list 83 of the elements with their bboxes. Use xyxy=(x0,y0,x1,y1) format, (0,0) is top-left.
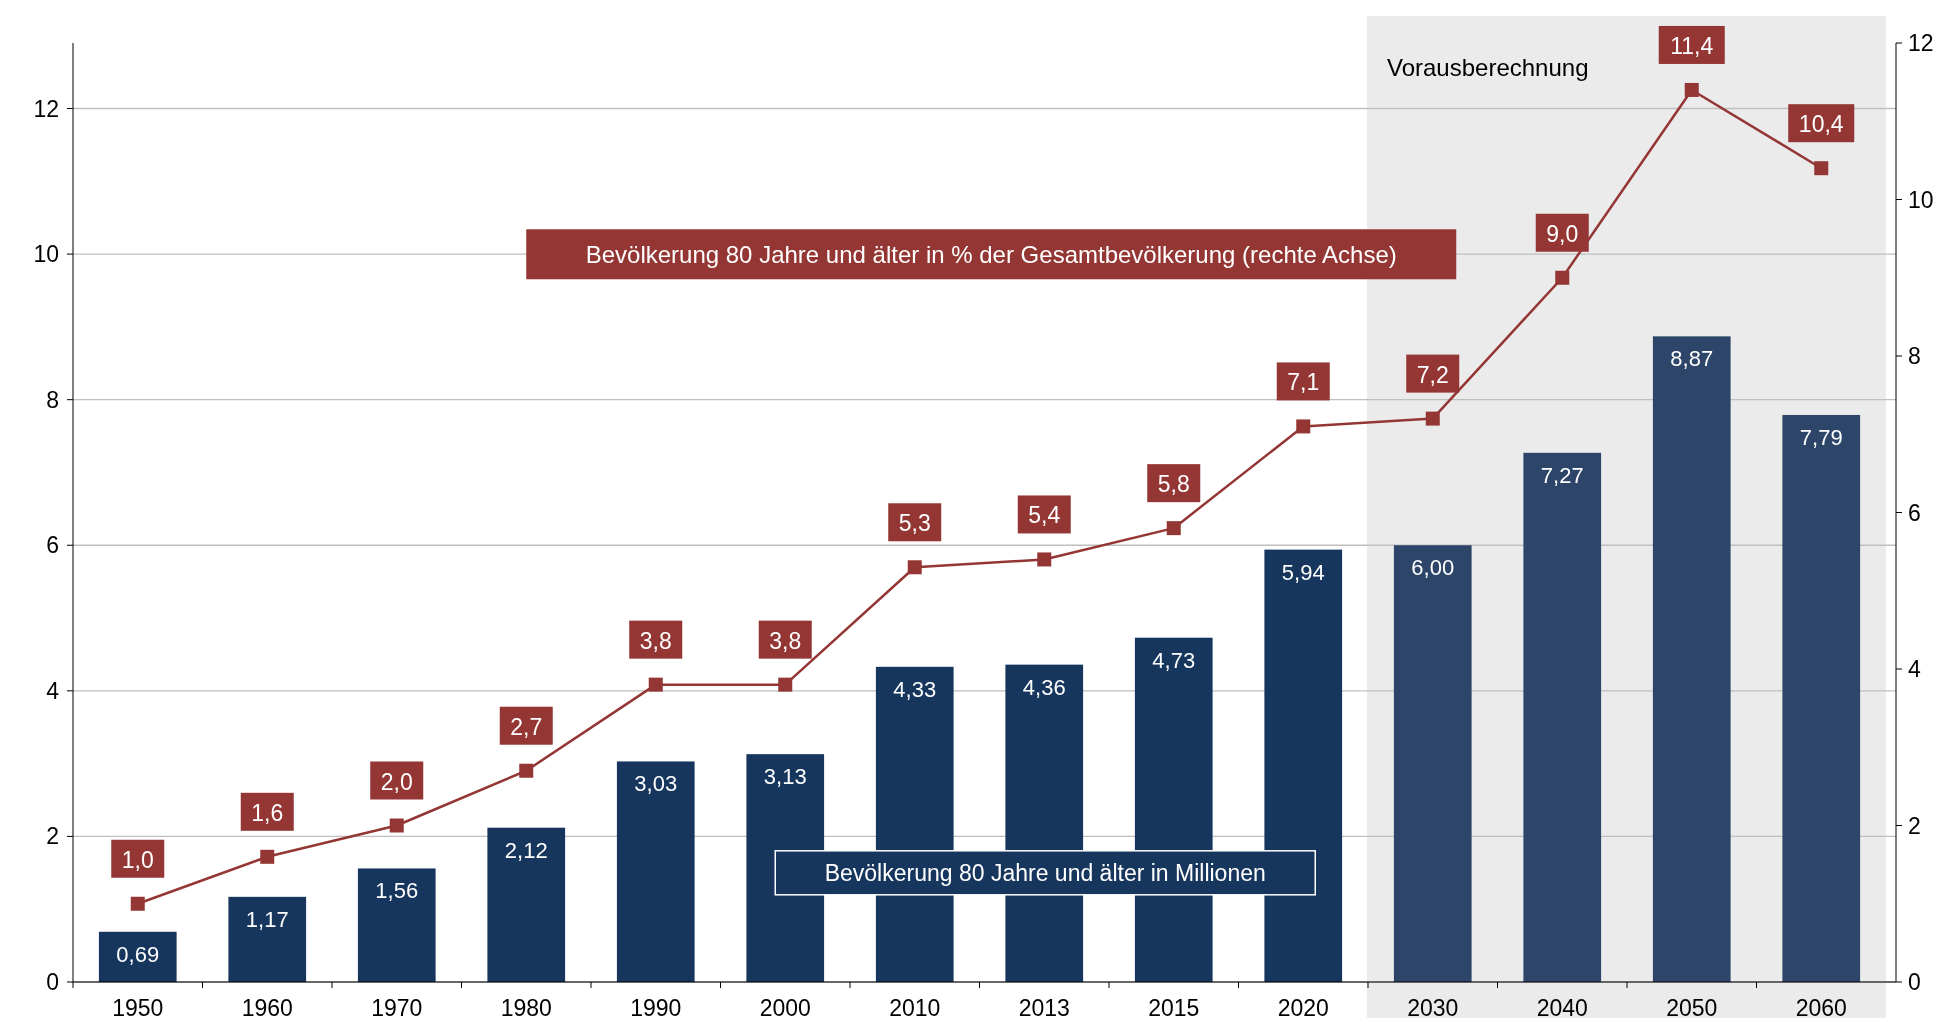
data-label: 1,56 xyxy=(375,878,419,904)
x-tick-label: 2015 xyxy=(1148,995,1200,1021)
data-label: 5,3 xyxy=(898,510,931,537)
data-label: 0,69 xyxy=(116,941,160,967)
data-label: 5,4 xyxy=(1028,502,1061,529)
bar xyxy=(1782,414,1861,982)
data-label: 7,2 xyxy=(1416,361,1449,388)
x-tick-label: 1990 xyxy=(630,995,682,1021)
y2-tick-label: 12 xyxy=(1908,30,1934,56)
data-label: 2,12 xyxy=(504,837,548,863)
data-label: 7,1 xyxy=(1287,369,1320,396)
x-tick-label: 2040 xyxy=(1536,995,1588,1021)
data-label: 6,00 xyxy=(1411,555,1455,581)
x-tick-label: 1950 xyxy=(112,995,164,1021)
bar xyxy=(228,896,307,982)
bar xyxy=(1264,549,1343,982)
bar xyxy=(357,868,436,982)
data-label: 1,6 xyxy=(251,799,284,826)
data-label: 5,94 xyxy=(1281,559,1325,585)
x-tick-label: 2013 xyxy=(1018,995,1070,1021)
data-label: 3,8 xyxy=(769,627,802,654)
data-label: 9,0 xyxy=(1546,220,1579,247)
bar xyxy=(616,761,695,982)
y2-tick-label: 6 xyxy=(1908,499,1921,526)
x-tick-label: 2050 xyxy=(1666,995,1718,1021)
bar xyxy=(1523,452,1602,982)
bar xyxy=(1652,336,1731,982)
point xyxy=(907,560,922,575)
data-label: 7,27 xyxy=(1540,462,1584,488)
y-tick-label: 8 xyxy=(46,386,59,413)
label-box: Bevölkerung 80 Jahre und älter in % der Gesamtbevölkerung (rechte Achse) xyxy=(526,229,1457,280)
point xyxy=(389,818,404,833)
data-label: 8,87 xyxy=(1670,346,1714,372)
y-tick-label: 10 xyxy=(33,241,59,268)
data-label: 1,0 xyxy=(121,846,154,873)
x-tick-label: 1970 xyxy=(371,995,423,1021)
point xyxy=(519,763,534,778)
point xyxy=(260,849,275,864)
data-label: 4,36 xyxy=(1022,674,1066,700)
data-label: 10,4 xyxy=(1798,111,1844,138)
data-label: 4,73 xyxy=(1152,647,1196,673)
point xyxy=(1814,161,1829,176)
data-label: 3,03 xyxy=(634,771,678,797)
y-tick-label: 12 xyxy=(33,95,59,122)
point xyxy=(1555,270,1570,285)
point xyxy=(1166,521,1181,536)
y-tick-label: 2 xyxy=(46,823,59,850)
x-tick-label: 2060 xyxy=(1795,995,1847,1021)
label-box: Bevölkerung 80 Jahre und älter in Millionen xyxy=(774,850,1316,896)
point xyxy=(1684,82,1699,97)
point xyxy=(1425,411,1440,426)
bar xyxy=(487,827,566,982)
y-tick-label: 4 xyxy=(46,677,60,704)
x-tick-label: 2030 xyxy=(1407,995,1459,1021)
data-label: 1,17 xyxy=(245,906,289,932)
data-label: 3,8 xyxy=(639,627,672,654)
data-label: 11,4 xyxy=(1670,32,1714,59)
y-tick-label: 0 xyxy=(46,969,59,995)
x-tick-label: 1960 xyxy=(241,995,293,1021)
data-label: 2,0 xyxy=(380,768,413,795)
y2-tick-label: 0 xyxy=(1908,969,1921,995)
y2-tick-label: 10 xyxy=(1908,186,1934,213)
data-label: 5,8 xyxy=(1157,471,1190,498)
point xyxy=(778,677,793,692)
y2-tick-label: 8 xyxy=(1908,343,1921,369)
y2-tick-label: 2 xyxy=(1908,812,1921,839)
y2-tick-label: 4 xyxy=(1908,656,1921,682)
data-label: 4,33 xyxy=(893,676,937,702)
x-tick-label: 2010 xyxy=(889,995,941,1021)
y-tick-label: 6 xyxy=(46,532,59,559)
x-tick-label: 2020 xyxy=(1277,995,1329,1021)
series-label: Bevölkerung 80 Jahre und älter in Millionen xyxy=(824,859,1266,886)
data-label: 3,13 xyxy=(763,764,807,790)
x-tick-label: 2000 xyxy=(759,995,811,1021)
bar xyxy=(1393,545,1472,982)
point xyxy=(1296,419,1311,434)
point xyxy=(648,677,663,692)
point xyxy=(130,896,145,911)
band-label: Vorausberechnung xyxy=(1387,54,1589,81)
data-label: 7,79 xyxy=(1799,424,1843,450)
x-tick-label: 1980 xyxy=(500,995,552,1021)
data-label: 2,7 xyxy=(510,713,543,740)
point xyxy=(1037,552,1052,567)
